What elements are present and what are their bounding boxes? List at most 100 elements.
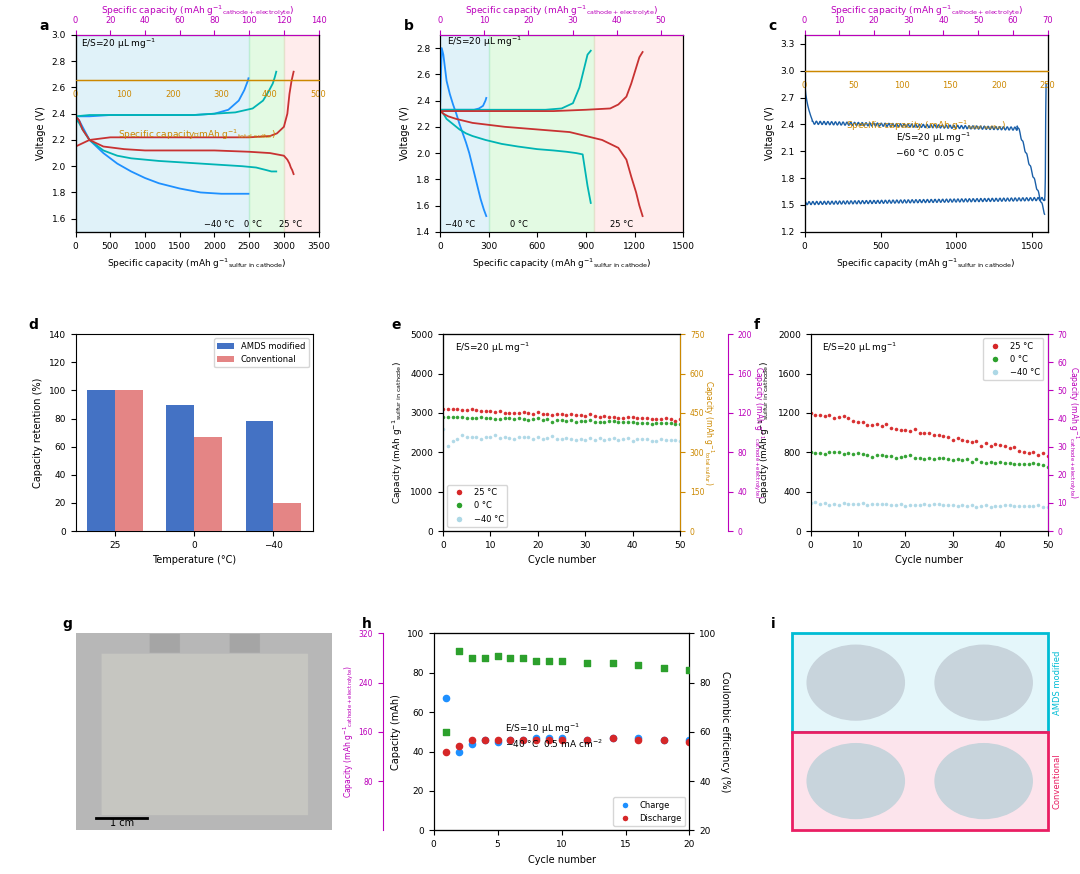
Point [944,433,961,447]
Point [859,497,876,511]
Point [840,447,858,461]
Point [1015,499,1032,513]
Bar [594,35,684,232]
Text: i: i [771,617,775,631]
Point [940,429,957,443]
Point [643,417,660,431]
Point [991,499,1009,513]
Point [491,405,509,419]
Point [910,497,928,511]
Point [892,423,909,437]
Y-axis label: Voltage (V): Voltage (V) [36,107,46,160]
Point [553,413,570,427]
Point [610,415,627,429]
Point [977,455,995,469]
Point [825,497,842,511]
Point [1011,444,1028,458]
Point [801,496,819,510]
Point [656,661,673,675]
Point [926,497,943,511]
Point [596,415,613,429]
Point [910,451,928,465]
Point [991,454,1009,468]
Point [949,452,967,466]
Point [638,412,656,426]
Circle shape [935,744,1032,818]
Point [502,732,519,746]
Point [463,737,481,751]
Point [1011,499,1028,513]
Point [525,413,542,427]
Point [910,426,928,440]
Point [572,414,590,428]
X-axis label: Specific capacity (mAh g$^{-1}$$_{\mathregular{total\ sulfur}}$): Specific capacity (mAh g$^{-1}$$_{\mathr… [846,119,1007,133]
Text: e: e [391,318,401,332]
Point [489,649,507,662]
Point [920,426,937,440]
Point [1035,447,1052,461]
Point [591,410,608,424]
Point [849,415,866,429]
Point [434,410,451,424]
Point [557,432,575,446]
Text: −40 °C: −40 °C [445,219,475,229]
Point [1001,455,1018,469]
Point [801,406,819,420]
Point [892,497,909,511]
Point [831,411,848,425]
Point [873,419,890,433]
Point [579,732,596,746]
Point [666,413,684,427]
Text: 1 cm: 1 cm [109,818,134,829]
Point [658,412,675,426]
Point [811,496,828,510]
Point [553,732,570,746]
Point [629,416,646,430]
Point [577,413,594,427]
Point [1029,457,1047,471]
Point [873,497,890,511]
Point [1029,448,1047,462]
Text: g: g [63,617,72,631]
Point [489,735,507,749]
Point [896,449,914,463]
Point [567,433,584,447]
Point [1001,440,1018,454]
Point [648,416,665,430]
Point [973,439,990,453]
Point [987,499,1004,513]
Point [540,732,557,746]
Point [610,412,627,426]
Point [807,496,824,510]
Bar [194,437,221,531]
Point [1039,448,1056,462]
Point [514,651,531,665]
Point [482,405,499,419]
Point [529,412,546,426]
Point [624,410,642,424]
Point [529,406,546,420]
Point [996,498,1013,512]
Point [491,431,509,445]
Point [577,409,594,423]
Point [940,498,957,512]
Bar [441,35,488,232]
Point [514,732,531,746]
Point [472,410,489,424]
Point [1020,446,1037,460]
Point [577,433,594,447]
Text: AMDS modified: AMDS modified [1053,650,1062,715]
Point [444,434,461,447]
Point [476,732,494,746]
Point [825,411,842,425]
Point [934,429,951,443]
Text: f: f [754,318,759,332]
Circle shape [807,645,904,720]
Point [902,448,919,462]
Point [482,430,499,444]
Point [553,654,570,668]
Point [534,413,551,427]
Point [458,411,475,425]
Point [868,496,886,510]
Point [487,405,504,419]
